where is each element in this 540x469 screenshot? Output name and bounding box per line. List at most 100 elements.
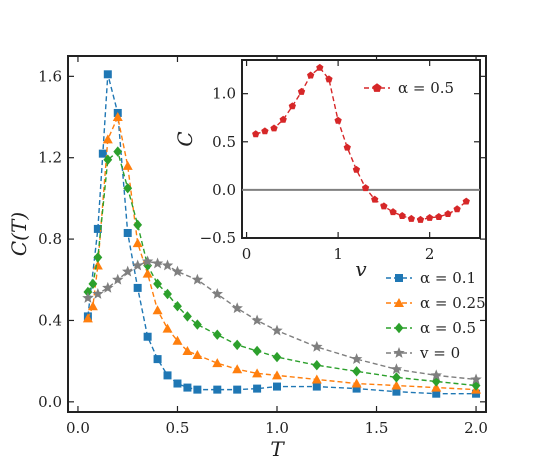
data-point bbox=[173, 379, 182, 388]
data-point bbox=[311, 374, 322, 384]
inset-background bbox=[242, 60, 480, 238]
data-point bbox=[92, 288, 104, 299]
data-point bbox=[133, 219, 143, 231]
main-y-tick-label: 1.2 bbox=[38, 149, 62, 167]
data-point bbox=[253, 384, 262, 393]
data-point bbox=[252, 345, 262, 357]
inset-y-tick-label: 0.5 bbox=[212, 133, 236, 151]
series-line bbox=[87, 150, 477, 387]
inset-legend: α = 0.5 bbox=[364, 79, 454, 97]
data-point bbox=[133, 283, 142, 292]
main-y-tick-label: 0.8 bbox=[38, 230, 62, 248]
data-point bbox=[426, 213, 434, 221]
data-point bbox=[88, 278, 98, 290]
data-point bbox=[231, 302, 243, 314]
data-point bbox=[163, 371, 172, 380]
data-point bbox=[416, 215, 425, 223]
data-point bbox=[312, 360, 322, 371]
data-point bbox=[183, 383, 192, 392]
data-point bbox=[173, 301, 182, 312]
data-point bbox=[394, 322, 404, 334]
data-point bbox=[398, 212, 406, 219]
data-point bbox=[212, 358, 223, 368]
series-line bbox=[87, 260, 477, 381]
data-point bbox=[430, 369, 442, 381]
data-point bbox=[103, 70, 112, 79]
data-point bbox=[470, 373, 482, 385]
data-point bbox=[192, 319, 202, 330]
data-point bbox=[153, 355, 162, 364]
main-y-tick-label: 1.6 bbox=[38, 67, 62, 85]
data-point bbox=[392, 372, 401, 383]
data-point bbox=[123, 228, 132, 237]
inset-x-tick-label: 1 bbox=[333, 245, 343, 263]
data-point bbox=[143, 332, 152, 341]
data-point bbox=[261, 127, 269, 135]
main-x-tick-label: 0.0 bbox=[66, 419, 90, 437]
data-point bbox=[82, 292, 94, 303]
data-point bbox=[232, 339, 242, 351]
data-point bbox=[93, 252, 103, 263]
inset-frame bbox=[241, 59, 481, 239]
data-point bbox=[152, 305, 163, 315]
data-point bbox=[288, 102, 296, 110]
data-point bbox=[462, 197, 470, 205]
data-point bbox=[307, 71, 315, 79]
main-x-axis-title: T bbox=[270, 437, 285, 461]
data-point bbox=[141, 255, 154, 267]
legend-label: α = 0.5 bbox=[398, 79, 454, 97]
data-point bbox=[444, 210, 452, 218]
data-point bbox=[142, 268, 153, 278]
data-point bbox=[391, 380, 402, 390]
inset-x-tick-label: 0 bbox=[242, 245, 252, 263]
data-point bbox=[371, 195, 379, 203]
data-point bbox=[233, 385, 242, 394]
data-point bbox=[251, 314, 263, 326]
data-point bbox=[161, 259, 174, 271]
data-point bbox=[163, 288, 172, 300]
data-point bbox=[361, 184, 370, 192]
data-point bbox=[352, 366, 362, 377]
data-point bbox=[393, 347, 405, 358]
data-point bbox=[273, 382, 281, 391]
inset-x-tick-label: 2 bbox=[425, 245, 435, 263]
data-point bbox=[112, 112, 123, 122]
data-point bbox=[472, 389, 481, 398]
data-point bbox=[102, 134, 113, 144]
data-point bbox=[272, 370, 282, 380]
main-y-tick-label: 0.4 bbox=[38, 311, 62, 329]
data-point bbox=[83, 286, 93, 298]
data-point bbox=[316, 63, 324, 71]
inset-y-tick-label: −0.5 bbox=[200, 229, 236, 247]
main-x-tick-label: 2.0 bbox=[464, 419, 488, 437]
data-point bbox=[352, 165, 361, 173]
data-point bbox=[272, 351, 282, 363]
data-point bbox=[453, 205, 461, 213]
data-point bbox=[122, 160, 133, 170]
data-point bbox=[193, 385, 202, 394]
data-point bbox=[112, 273, 124, 285]
main-plot: 0.0 0.5 1.0 1.5 2.0 0.0 0.4 0.8 1.2 1.6 T C(T) α = 0… bbox=[7, 55, 488, 461]
data-point bbox=[252, 368, 263, 378]
data-point bbox=[334, 116, 342, 124]
data-point bbox=[435, 212, 443, 220]
data-point bbox=[212, 329, 222, 340]
data-point bbox=[122, 265, 134, 277]
main-y-axis-title: C(T) bbox=[7, 212, 31, 256]
data-point bbox=[270, 124, 278, 132]
data-point bbox=[325, 75, 333, 83]
data-point bbox=[113, 146, 123, 157]
data-point bbox=[395, 274, 403, 282]
data-point bbox=[343, 143, 351, 151]
data-point bbox=[407, 214, 415, 222]
data-point bbox=[98, 149, 107, 158]
data-point bbox=[431, 382, 442, 392]
data-point bbox=[351, 378, 362, 388]
data-point bbox=[87, 301, 98, 311]
data-point bbox=[311, 340, 323, 352]
data-point bbox=[93, 224, 102, 233]
data-point bbox=[390, 363, 403, 375]
inset-x-axis-title: v bbox=[355, 257, 367, 281]
main-y-tick-label: 0.0 bbox=[38, 393, 62, 411]
data-point bbox=[192, 350, 203, 360]
